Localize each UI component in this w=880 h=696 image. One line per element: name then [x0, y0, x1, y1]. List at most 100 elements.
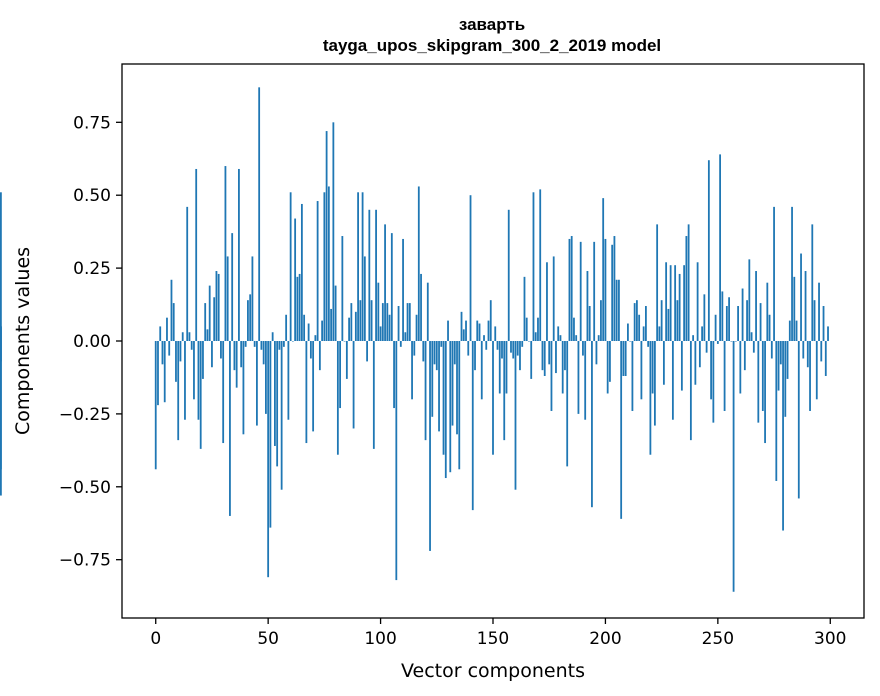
bar: [462, 329, 465, 341]
bar: [721, 291, 724, 341]
bar: [685, 236, 688, 341]
bar: [734, 341, 737, 342]
bar: [728, 297, 730, 341]
bar: [476, 320, 479, 341]
bar: [656, 224, 659, 341]
bar: [379, 326, 382, 341]
bar: [824, 341, 827, 376]
bar: [494, 326, 497, 341]
bar: [674, 265, 677, 341]
bar: [613, 236, 616, 341]
bar: [0, 192, 2, 341]
bar: [406, 303, 409, 341]
y-axis-ticks: −0.75 −0.50 −0.25 0.00 0.25 0.50 0.75: [59, 113, 122, 571]
bar: [206, 329, 209, 341]
bar: [375, 209, 377, 341]
bar: [512, 341, 515, 359]
bar: [822, 306, 825, 341]
bar: [168, 341, 171, 356]
bar: [577, 341, 580, 414]
bar: [606, 341, 609, 394]
bar: [465, 320, 467, 341]
bar: [181, 332, 184, 341]
chart-title: заварть: [459, 15, 525, 34]
bar: [505, 341, 508, 394]
bar: [669, 265, 672, 341]
bar: [555, 341, 557, 374]
bar: [190, 341, 193, 350]
bar: [557, 326, 560, 341]
bar: [820, 341, 823, 362]
bar: [289, 192, 292, 341]
y-tick-label: 0.00: [73, 332, 111, 352]
x-tick-label: 150: [477, 629, 509, 649]
bar: [172, 303, 175, 341]
bar: [773, 206, 775, 341]
bar: [361, 192, 364, 341]
x-axis-ticks: 0 50 100 150 200 250 300: [150, 618, 846, 649]
bar: [478, 323, 481, 341]
bar: [260, 341, 263, 350]
bar: [600, 300, 602, 341]
bar: [253, 341, 256, 347]
bar: [269, 341, 272, 528]
bar: [521, 341, 524, 347]
bar: [154, 341, 157, 470]
bar: [271, 332, 274, 341]
bar: [507, 209, 510, 341]
bar: [429, 341, 431, 551]
bar: [665, 262, 668, 341]
bar: [474, 341, 476, 371]
bar: [348, 317, 350, 341]
x-tick-label: 0: [150, 629, 161, 649]
bar: [278, 341, 281, 350]
bar: [251, 256, 254, 341]
bar: [629, 341, 632, 342]
bar: [523, 276, 526, 341]
bar: [215, 271, 218, 341]
bar: [597, 335, 600, 341]
bar: [226, 256, 229, 341]
bar: [624, 341, 627, 376]
bar: [768, 314, 771, 341]
bar: [548, 341, 551, 365]
bar: [710, 341, 712, 400]
bar: [415, 314, 418, 341]
bar: [186, 206, 189, 341]
bar: [357, 192, 359, 341]
bar: [170, 279, 173, 341]
bar: [609, 341, 611, 382]
bar: [636, 300, 638, 341]
bar: [696, 262, 699, 341]
bar: [649, 341, 652, 455]
bar: [723, 341, 726, 411]
bar: [552, 256, 555, 341]
bar: [647, 341, 650, 347]
bar: [483, 335, 485, 341]
bar: [229, 341, 231, 516]
bar: [211, 341, 213, 368]
bar: [352, 341, 355, 429]
bar: [694, 341, 697, 385]
bar: [417, 186, 420, 341]
bar: [267, 341, 270, 578]
bar: [818, 282, 820, 341]
bar: [431, 341, 434, 417]
bar: [770, 341, 773, 359]
bar: [314, 335, 317, 341]
bar: [456, 341, 458, 435]
bar: [611, 244, 614, 341]
bar: [312, 341, 315, 432]
bar: [741, 288, 744, 341]
bar: [411, 341, 413, 400]
bar: [372, 341, 375, 449]
bar: [683, 265, 686, 341]
bar: [381, 303, 384, 341]
bar: [662, 341, 665, 385]
bar: [0, 326, 2, 341]
bar: [815, 341, 818, 400]
bar: [296, 276, 299, 341]
bar: [235, 341, 238, 388]
bar: [420, 273, 422, 341]
bar: [667, 308, 670, 341]
